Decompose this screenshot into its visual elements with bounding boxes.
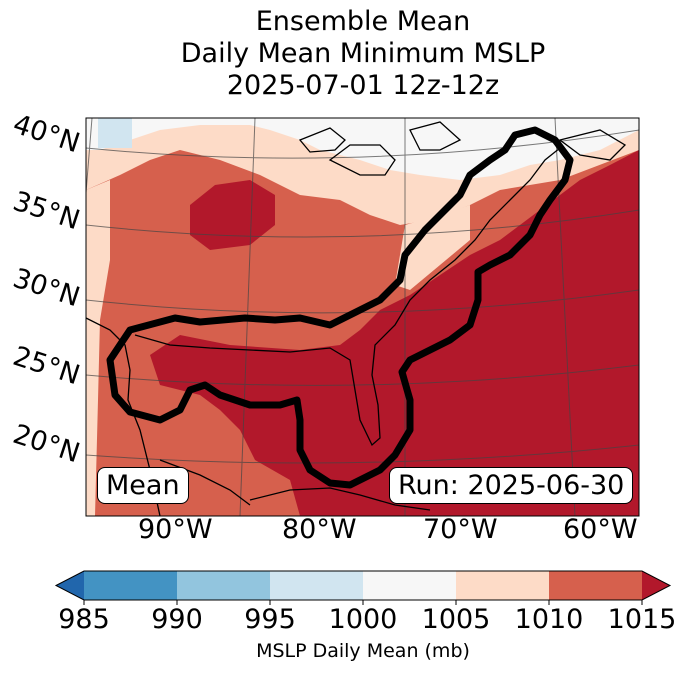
- colorbar-segment: [177, 571, 271, 600]
- colorbar-tick-label: 1010: [514, 604, 584, 635]
- colorbar-tick-label: 1015: [607, 604, 677, 635]
- pressure-field-995-1000: [86, 118, 639, 180]
- title-line-1: Ensemble Mean: [255, 6, 471, 37]
- threshold-contour: [106, 126, 574, 489]
- colorbar-tick-label: 985: [58, 604, 110, 635]
- colorbar-segment: [363, 571, 457, 600]
- colorbar-tick-label: 990: [151, 604, 203, 635]
- lon-label-60w: 60°W: [563, 514, 638, 545]
- lon-label-70w: 70°W: [423, 514, 498, 545]
- pressure-field-1010-1015: [150, 150, 639, 516]
- colorbar-segment: [270, 571, 364, 600]
- colorbar-segment: [456, 571, 550, 600]
- colorbar-extend-high: [642, 571, 670, 600]
- title-line-2: Daily Mean Minimum MSLP: [180, 38, 546, 69]
- run-date-box: Run: 2025-06-30: [389, 467, 634, 504]
- colorbar-tick-label: 995: [244, 604, 296, 635]
- colorbar-segment: [549, 571, 643, 600]
- colorbar-segment: [84, 571, 178, 600]
- title-line-3: 2025-07-01 12z-12z: [226, 70, 500, 101]
- lon-label-80w: 80°W: [282, 514, 357, 545]
- colorbar-extend-low: [56, 571, 84, 600]
- coastlines: [86, 121, 627, 516]
- lon-label-90w: 90°W: [138, 514, 213, 545]
- pressure-field-1000-1005-coast: [395, 205, 470, 290]
- colorbar-label: MSLP Daily Mean (mb): [256, 640, 470, 662]
- colorbar-tick-label: 1005: [421, 604, 491, 635]
- colorbar-tick-label: 1000: [328, 604, 398, 635]
- pressure-field-1000-1005-west: [86, 180, 110, 516]
- pressure-field-990-995: [98, 118, 132, 148]
- mean-label-box: Mean: [97, 467, 189, 504]
- map-frame: [85, 117, 640, 517]
- pressure-field-1010-1015-inland: [190, 180, 275, 250]
